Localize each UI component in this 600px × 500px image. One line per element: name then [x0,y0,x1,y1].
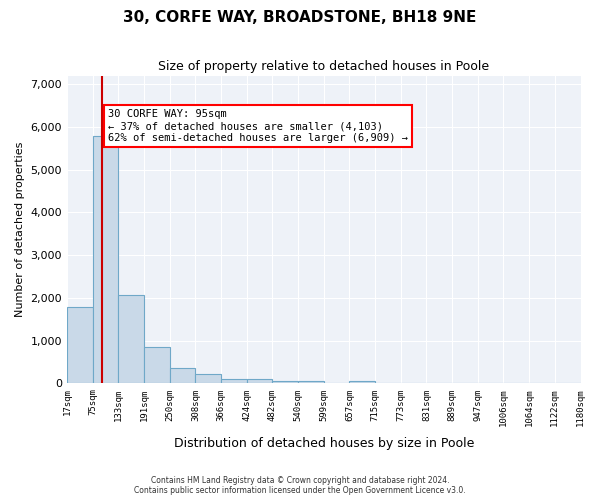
Bar [298,381,324,384]
Bar [67,308,93,384]
Title: Size of property relative to detached houses in Poole: Size of property relative to detached ho… [158,60,490,73]
Bar [144,348,170,384]
Bar [272,381,298,384]
Bar [170,368,196,384]
Text: 30 CORFE WAY: 95sqm
← 37% of detached houses are smaller (4,103)
62% of semi-det: 30 CORFE WAY: 95sqm ← 37% of detached ho… [108,110,408,142]
Bar [221,378,247,384]
Bar [247,378,272,384]
X-axis label: Distribution of detached houses by size in Poole: Distribution of detached houses by size … [173,437,474,450]
Text: 30, CORFE WAY, BROADSTONE, BH18 9NE: 30, CORFE WAY, BROADSTONE, BH18 9NE [124,10,476,25]
Text: Contains HM Land Registry data © Crown copyright and database right 2024.
Contai: Contains HM Land Registry data © Crown c… [134,476,466,495]
Bar [93,136,118,384]
Bar [196,374,221,384]
Y-axis label: Number of detached properties: Number of detached properties [15,142,25,317]
Bar [118,296,144,384]
Bar [349,381,375,384]
